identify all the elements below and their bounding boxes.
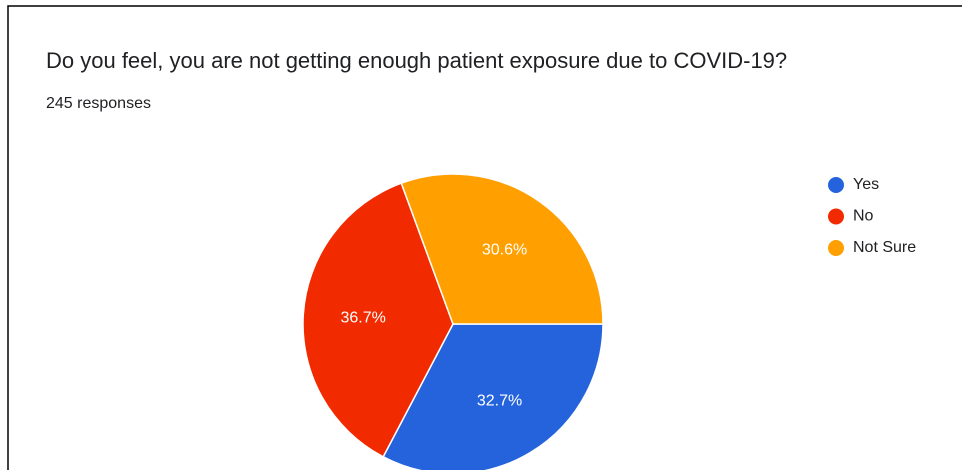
chart-title: Do you feel, you are not getting enough … [46, 48, 787, 73]
legend-swatch [828, 240, 844, 256]
chart-subtitle: 245 responses [46, 95, 151, 112]
legend-swatch [828, 177, 844, 193]
legend-label: Yes [853, 176, 879, 193]
pie-slice [302, 182, 454, 458]
legend-label: No [853, 208, 874, 225]
legend-label: Not Sure [853, 239, 916, 256]
slice-label: 36.7% [341, 309, 386, 326]
pie-slice [382, 323, 604, 470]
slice-label: 32.7% [477, 392, 522, 409]
slice-label: 30.6% [482, 241, 527, 258]
pie-slice [400, 173, 604, 325]
legend-swatch [828, 208, 844, 225]
